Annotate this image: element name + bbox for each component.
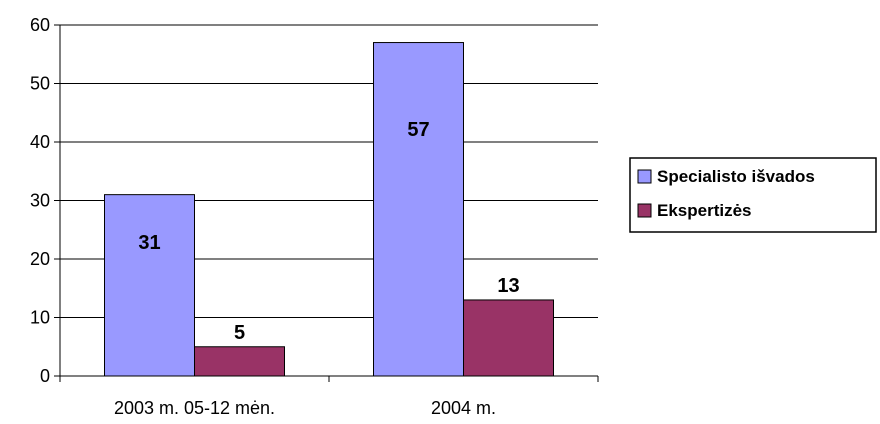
bar <box>463 299 554 377</box>
y-tick-label: 40 <box>30 132 50 152</box>
y-tick-label: 30 <box>30 191 50 211</box>
data-label: 13 <box>497 275 519 297</box>
legend-label: Ekspertizės <box>657 201 752 220</box>
x-category-label: 2004 m. <box>431 398 496 418</box>
data-label: 5 <box>234 322 245 344</box>
data-label: 31 <box>138 232 160 254</box>
y-tick-label: 20 <box>30 249 50 269</box>
y-tick-label: 10 <box>30 308 50 328</box>
legend-swatch <box>637 169 652 184</box>
bar <box>194 346 285 377</box>
y-tick-label: 0 <box>40 366 50 386</box>
data-label: 57 <box>407 119 429 141</box>
x-category-label: 2003 m. 05-12 mėn. <box>114 398 275 418</box>
bar <box>104 194 195 377</box>
y-tick-label: 50 <box>30 74 50 94</box>
y-tick-label: 60 <box>30 15 50 35</box>
legend-label: Specialisto išvados <box>657 167 815 186</box>
bar <box>373 42 464 377</box>
legend-swatch <box>637 203 652 218</box>
legend-box <box>629 157 877 233</box>
